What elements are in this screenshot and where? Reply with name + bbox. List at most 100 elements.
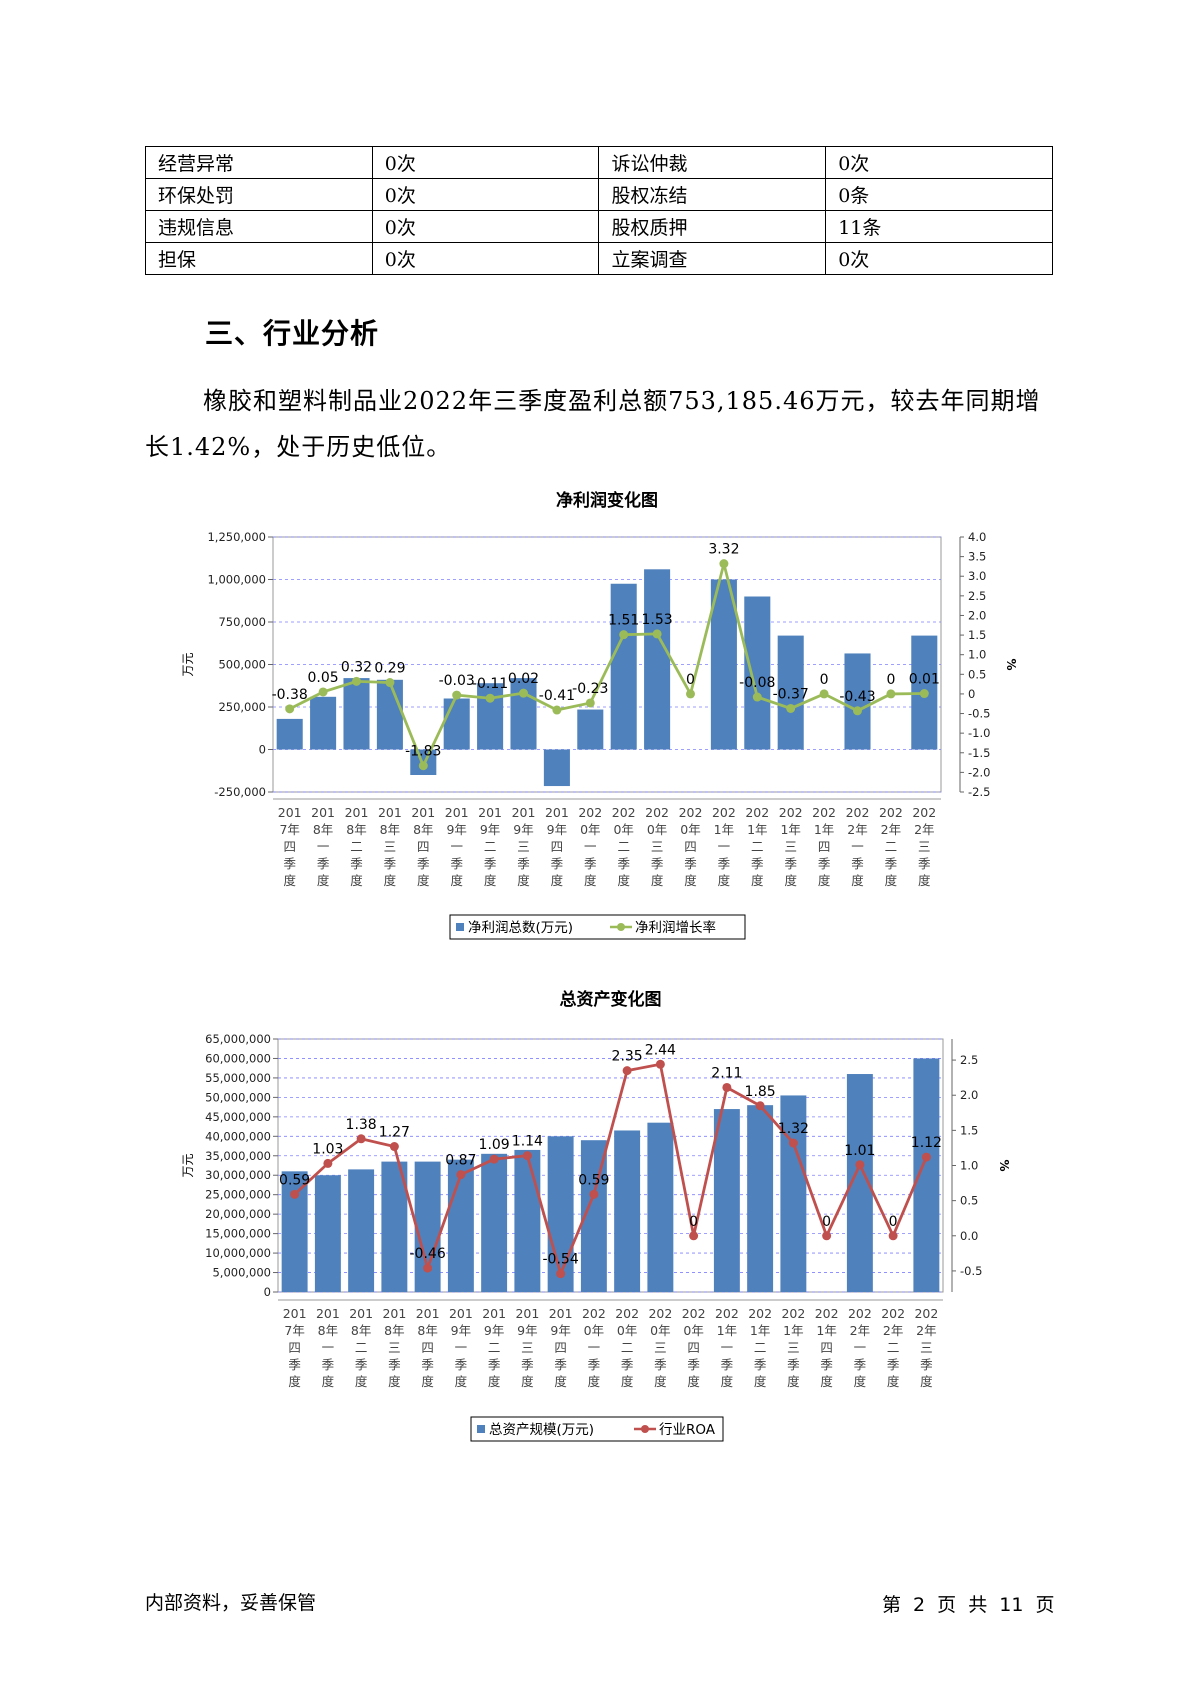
bar <box>376 679 403 750</box>
y2-axis-label: % <box>997 1159 1011 1171</box>
y-tick-label: 0 <box>264 1285 271 1299</box>
bar <box>514 1149 541 1292</box>
data-label: -0.41 <box>539 688 575 704</box>
y-tick-label: 50,000,000 <box>205 1090 271 1104</box>
line-point <box>921 1152 931 1162</box>
line-point <box>919 689 929 699</box>
line-point <box>886 689 896 699</box>
bar <box>477 683 504 750</box>
table-cell-value: 0次 <box>825 146 1053 179</box>
x-tick-label: 2年 <box>847 822 867 837</box>
data-label: 0.05 <box>308 670 339 686</box>
x-tick-label: 8年 <box>351 1323 371 1338</box>
x-tick-label: 季 <box>421 1357 434 1372</box>
data-label: 0 <box>820 672 829 688</box>
x-tick-label: 1年 <box>780 822 800 837</box>
x-tick-label: 度 <box>450 873 463 888</box>
x-tick-label: 一 <box>721 1340 734 1355</box>
data-label: 1.03 <box>312 1141 343 1157</box>
table-cell-label: 股权冻结 <box>598 178 827 211</box>
legend-swatch-bar <box>477 1425 485 1433</box>
y2-tick-label: -0.5 <box>960 1264 982 1278</box>
table-cell-value: 0次 <box>371 210 600 243</box>
y2-tick-label: 3.5 <box>968 550 986 564</box>
table-row: 经营异常 0次 诉讼仲裁 0次 <box>145 146 1053 179</box>
line-point <box>589 1189 599 1199</box>
x-tick-label: 季 <box>283 856 296 871</box>
x-tick-label: 季 <box>317 856 330 871</box>
x-tick-label: 度 <box>350 873 363 888</box>
x-tick-label: 0年 <box>584 1323 604 1338</box>
x-tick-label: 9年 <box>513 822 533 837</box>
legend-label: 总资产规模(万元) <box>489 1422 594 1438</box>
x-tick-label: 季 <box>885 856 898 871</box>
x-tick-label: 四 <box>554 1340 567 1355</box>
x-tick-label: 1年 <box>714 822 734 837</box>
x-tick-label: 0年 <box>650 1323 670 1338</box>
data-label: -0.11 <box>472 676 508 692</box>
line-point <box>385 678 395 688</box>
line-point <box>352 676 361 686</box>
y2-tick-label: 0 <box>968 687 975 701</box>
table-cell-value: 0次 <box>371 242 600 275</box>
bar <box>547 1136 574 1292</box>
x-tick-label: 季 <box>455 1357 468 1372</box>
x-tick-label: 度 <box>787 1374 800 1389</box>
x-tick-label: 季 <box>322 1357 335 1372</box>
bar <box>276 718 303 750</box>
line-point <box>719 559 729 569</box>
data-label: 0.59 <box>279 1172 310 1188</box>
x-tick-label: 三 <box>517 839 530 854</box>
risk-info-table: 经营异常 0次 诉讼仲裁 0次 环保处罚 0次 股权冻结 0条 违规信息 0次 股权质押 11条 担保 0… <box>145 146 1053 275</box>
x-tick-label: 季 <box>551 856 564 871</box>
x-tick-label: 一 <box>455 1340 468 1355</box>
x-tick-label: 9年 <box>517 1323 537 1338</box>
table-cell-label: 违规信息 <box>145 210 373 243</box>
x-tick-label: 度 <box>718 873 731 888</box>
net-profit-chart: 净利润变化图 -250,000 0 250,000 500,000 750,000 1,00… <box>170 490 1018 945</box>
x-tick-label: 202 <box>648 1306 672 1321</box>
y2-tick-label: 2.5 <box>968 589 986 603</box>
x-tick-label: 202 <box>679 805 703 820</box>
x-tick-label: 度 <box>554 1374 567 1389</box>
x-tick-label: 202 <box>748 1306 772 1321</box>
x-tick-label: 四 <box>283 839 296 854</box>
y-tick-label: 10,000,000 <box>205 1246 271 1260</box>
x-tick-label: 三 <box>784 839 797 854</box>
x-tick-label: 9年 <box>451 1323 471 1338</box>
y-tick-label: 0 <box>259 743 266 757</box>
data-label: -0.43 <box>839 689 875 705</box>
x-tick-label: 二 <box>754 1340 767 1355</box>
x-tick-label: 四 <box>421 1340 434 1355</box>
x-tick-label: 0年 <box>680 822 700 837</box>
y-tick-label: 250,000 <box>218 700 266 714</box>
data-label: 0 <box>686 672 695 688</box>
x-tick-label: 度 <box>517 873 530 888</box>
line-point <box>290 1189 300 1199</box>
y-tick-label: 30,000,000 <box>205 1168 271 1182</box>
x-tick-label: 202 <box>914 1306 938 1321</box>
x-tick-label: 202 <box>582 1306 606 1321</box>
table-cell-label: 担保 <box>145 242 373 275</box>
x-tick-label: 度 <box>283 873 296 888</box>
x-tick-label: 度 <box>854 1374 867 1389</box>
bar <box>844 653 871 750</box>
x-tick-label: 2年 <box>881 822 901 837</box>
x-tick-label: 季 <box>384 856 397 871</box>
x-tick-label: 季 <box>450 856 463 871</box>
x-tick-label: 1年 <box>750 1323 770 1338</box>
line-point <box>389 1142 399 1152</box>
y-tick-label: 15,000,000 <box>205 1227 271 1241</box>
chart-legend: 总资产规模(万元) 行业ROA <box>470 1416 724 1442</box>
plot-frame <box>277 1038 944 1293</box>
chart-legend: 净利润总数(万元) 净利润增长率 <box>449 914 746 940</box>
x-tick-label: 度 <box>484 873 497 888</box>
x-tick-label: 季 <box>920 1357 933 1372</box>
x-tick-label: 9年 <box>446 822 466 837</box>
table-row: 担保 0次 立案调查 0次 <box>145 242 1053 275</box>
footer-confidential: 内部资料，妥善保管 <box>145 1592 317 1614</box>
x-tick-label: 季 <box>554 1357 567 1372</box>
line-point <box>686 689 695 699</box>
x-tick-label: 季 <box>651 856 664 871</box>
x-tick-label: 四 <box>818 839 831 854</box>
